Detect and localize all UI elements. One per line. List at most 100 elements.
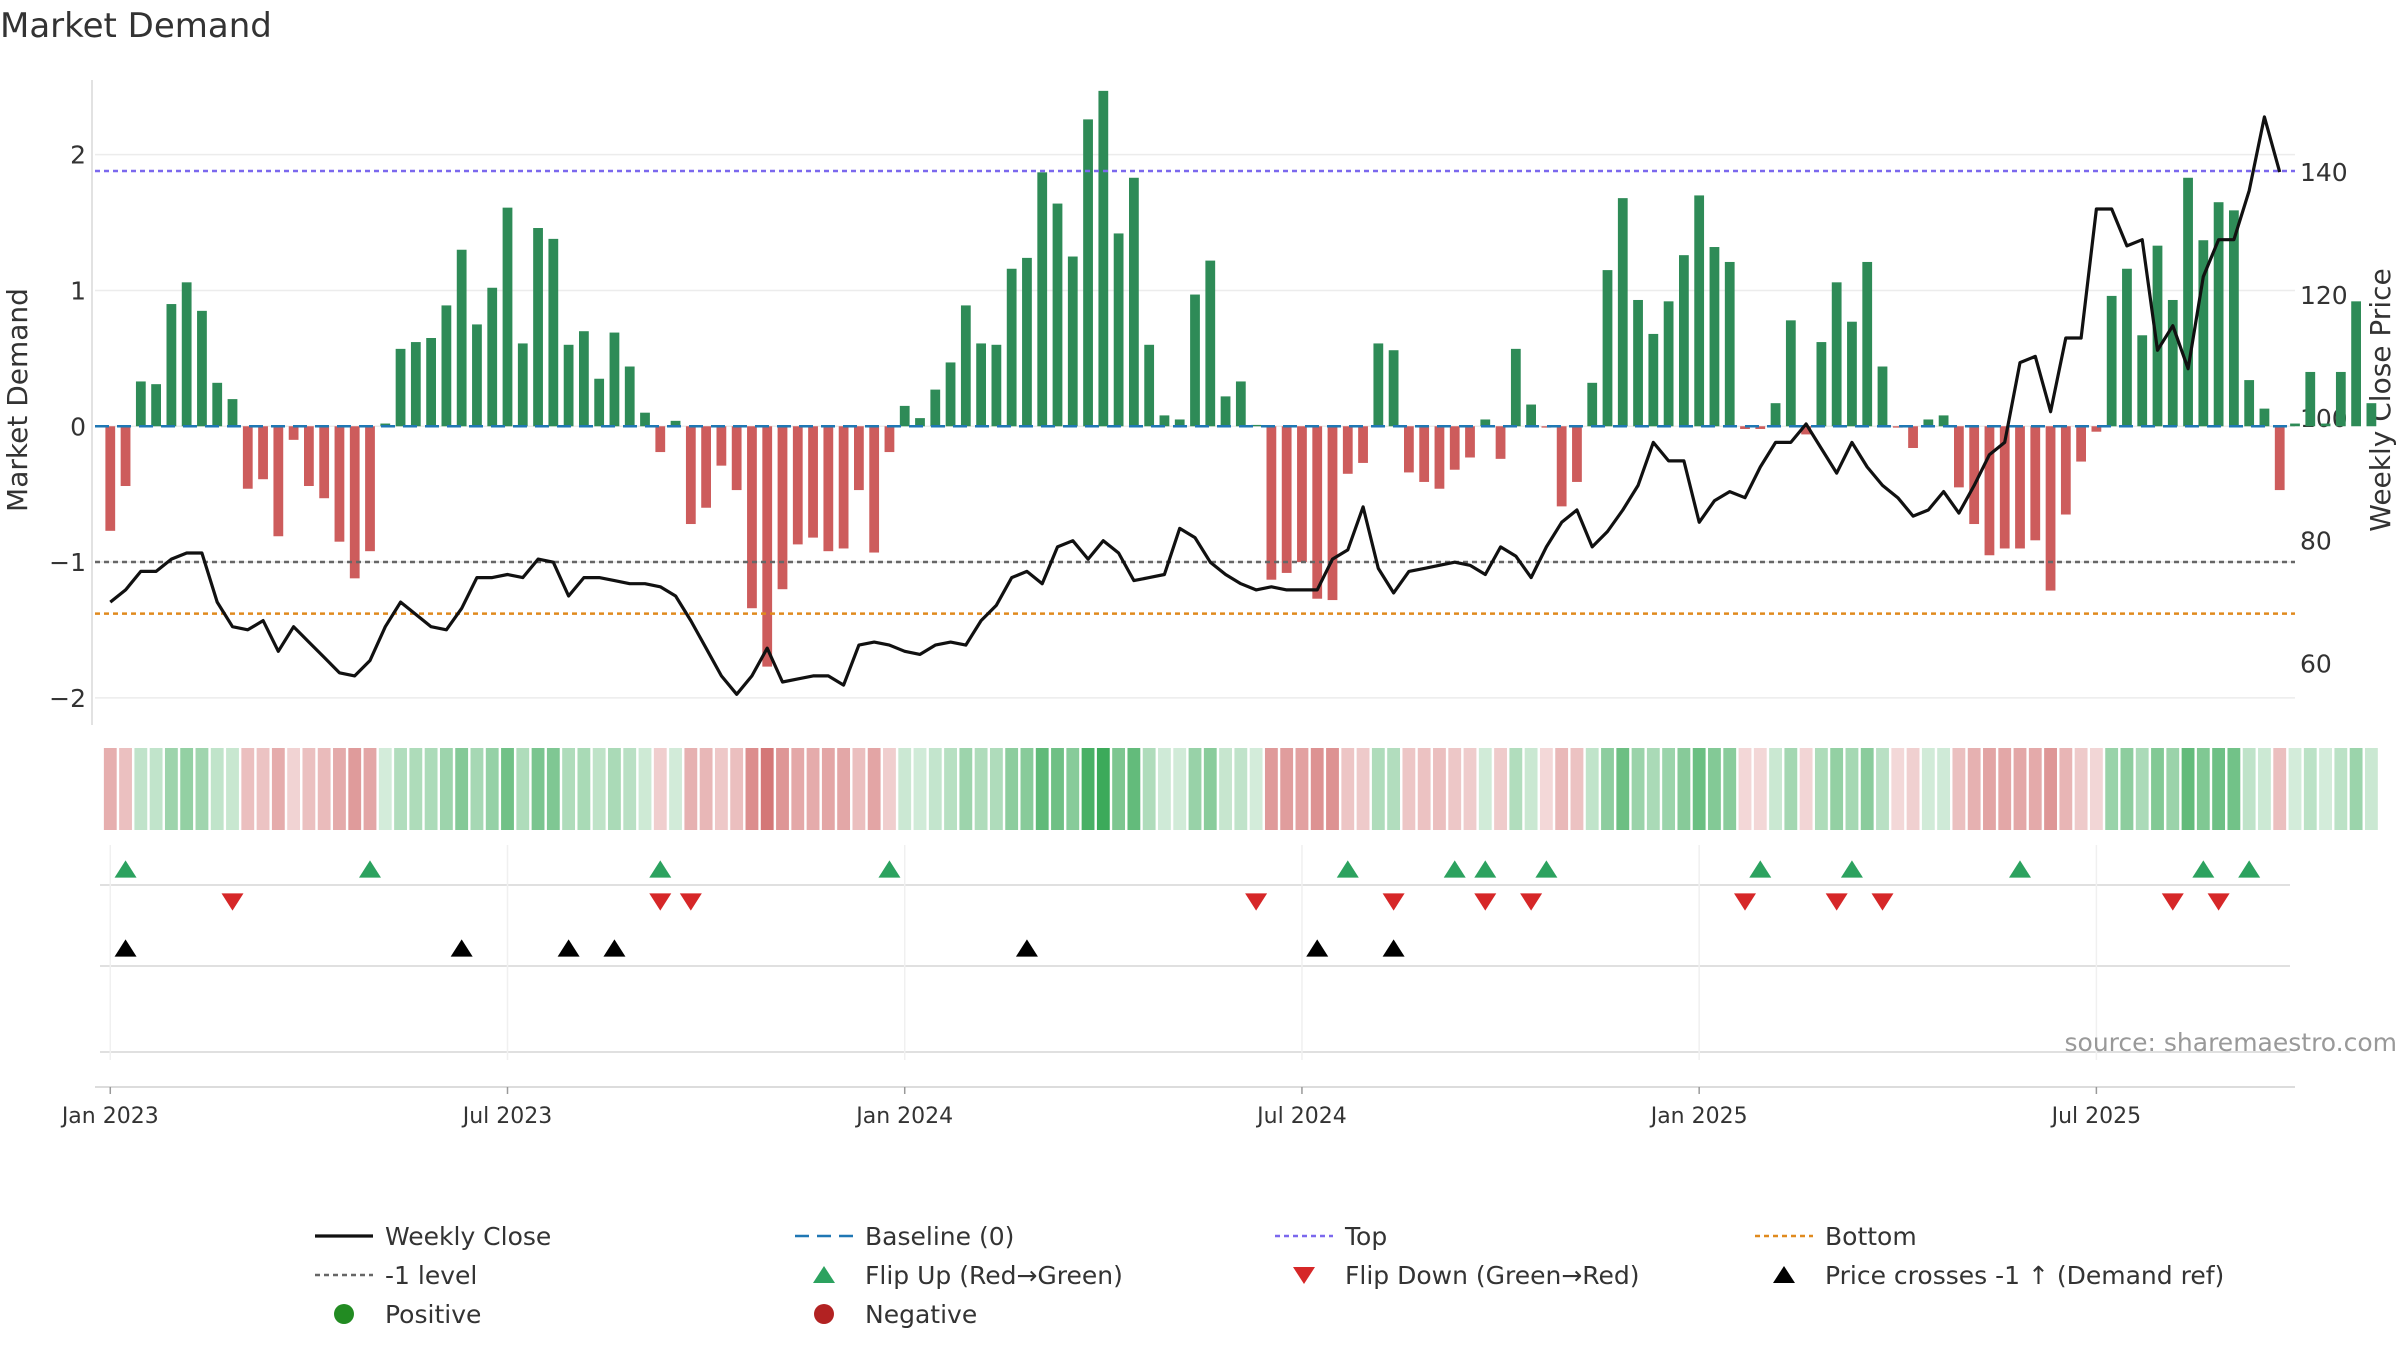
heat-cell — [944, 748, 957, 830]
heat-cell — [1371, 748, 1385, 830]
heat-cell — [2303, 748, 2317, 830]
demand-bar — [1067, 256, 1078, 427]
heat-cell — [1539, 748, 1553, 830]
flip-down-marker — [679, 893, 702, 911]
heat-cell — [2273, 748, 2287, 830]
demand-bar — [1954, 426, 1964, 488]
y2-tick-label: 140 — [2300, 158, 2348, 187]
flip-up-marker — [1443, 860, 1466, 878]
legend-label: -1 level — [385, 1261, 477, 1290]
heat-cell — [1585, 748, 1599, 830]
demand-bar — [441, 305, 452, 427]
heat-cell — [1723, 748, 1737, 830]
heat-cell — [378, 748, 392, 830]
heat-cell — [1020, 748, 1034, 830]
heat-cell — [424, 748, 438, 830]
demand-bar — [334, 426, 345, 542]
demand-bar — [1510, 348, 1521, 427]
demand-bar — [1220, 396, 1231, 427]
heat-cell — [1937, 748, 1951, 830]
demand-bar — [685, 426, 696, 525]
demand-bar — [624, 366, 635, 427]
demand-bar — [2305, 371, 2316, 427]
heat-cell — [2013, 748, 2027, 830]
heat-cell — [1524, 748, 1538, 830]
legend-label: Flip Up (Red→Green) — [865, 1261, 1123, 1290]
demand-bar — [930, 389, 941, 427]
heat-cell — [2059, 748, 2073, 830]
heat-cell — [2227, 748, 2241, 830]
heat-cell — [1555, 748, 1569, 830]
demand-bar — [212, 382, 223, 427]
demand-bar — [1480, 419, 1491, 427]
x-tick-label: Jul 2024 — [1255, 1104, 1347, 1129]
flip-up-marker — [878, 860, 901, 878]
heat-cell — [348, 748, 362, 830]
demand-bar — [2183, 177, 2193, 427]
flip-down-marker — [649, 893, 672, 911]
heat-cell — [2364, 748, 2378, 830]
heat-cell — [1509, 748, 1523, 830]
demand-bar — [395, 348, 406, 427]
flip-up-marker — [1474, 860, 1497, 878]
heat-cell — [2242, 748, 2256, 830]
demand-bar — [1465, 426, 1475, 458]
demand-bar — [1342, 426, 1353, 474]
heat-cell — [226, 748, 239, 830]
y-tick-label: 0 — [70, 412, 86, 441]
heat-cell — [195, 748, 209, 830]
flip-down-marker — [221, 893, 244, 911]
price-cross-marker — [114, 939, 137, 957]
chart-title: Market Demand — [0, 6, 272, 46]
price-cross-marker — [1382, 939, 1405, 957]
heat-cell — [1799, 748, 1813, 830]
y-tick-label: −2 — [49, 684, 86, 713]
flip-down-marker — [1382, 893, 1405, 911]
demand-bar — [1801, 426, 1811, 435]
demand-bar — [1785, 320, 1796, 427]
heat-cell — [1112, 748, 1126, 830]
demand-bar — [349, 426, 360, 579]
demand-bar — [1938, 415, 1949, 427]
heat-cell — [302, 748, 316, 830]
legend-marker-positive — [334, 1304, 354, 1324]
demand-bar — [1495, 426, 1506, 459]
demand-bar — [2015, 426, 2025, 549]
legend-label: Positive — [385, 1300, 481, 1329]
demand-bar — [1679, 255, 1689, 427]
demand-bar — [869, 426, 880, 553]
heat-cell — [271, 748, 285, 830]
demand-bars — [105, 90, 2377, 667]
price-cross-marker — [603, 939, 626, 957]
demand-bar — [2091, 426, 2102, 432]
demand-bar — [319, 426, 330, 499]
heat-cell — [1738, 748, 1752, 830]
flip-down-marker — [2161, 893, 2184, 911]
flip-down-marker — [1520, 893, 1543, 911]
demand-bar — [2045, 426, 2056, 591]
reference-lines — [95, 169, 2295, 615]
demand-bar — [1327, 426, 1338, 601]
demand-bar — [640, 412, 650, 427]
demand-bar — [1373, 343, 1384, 427]
flip-down-marker — [1871, 893, 1894, 911]
flip-up-marker — [1535, 860, 1558, 878]
y-tick-label: 2 — [70, 141, 86, 170]
demand-bar — [1816, 342, 1827, 427]
demand-bar — [884, 426, 895, 453]
heat-cell — [760, 748, 774, 830]
y2-tick-label: 80 — [2300, 527, 2332, 556]
heat-cell — [1570, 748, 1584, 830]
demand-bar — [1969, 426, 1980, 525]
demand-bar — [2076, 426, 2086, 462]
demand-bar — [258, 426, 268, 480]
heat-cell — [1341, 748, 1355, 830]
demand-bar — [2213, 202, 2224, 427]
demand-bar — [166, 304, 177, 427]
heat-cell — [1158, 748, 1171, 830]
heat-cell — [470, 748, 484, 830]
demand-bar — [1541, 426, 1552, 428]
heat-cell — [623, 748, 637, 830]
demand-bar — [105, 426, 116, 531]
flip-down-marker — [1474, 893, 1497, 911]
